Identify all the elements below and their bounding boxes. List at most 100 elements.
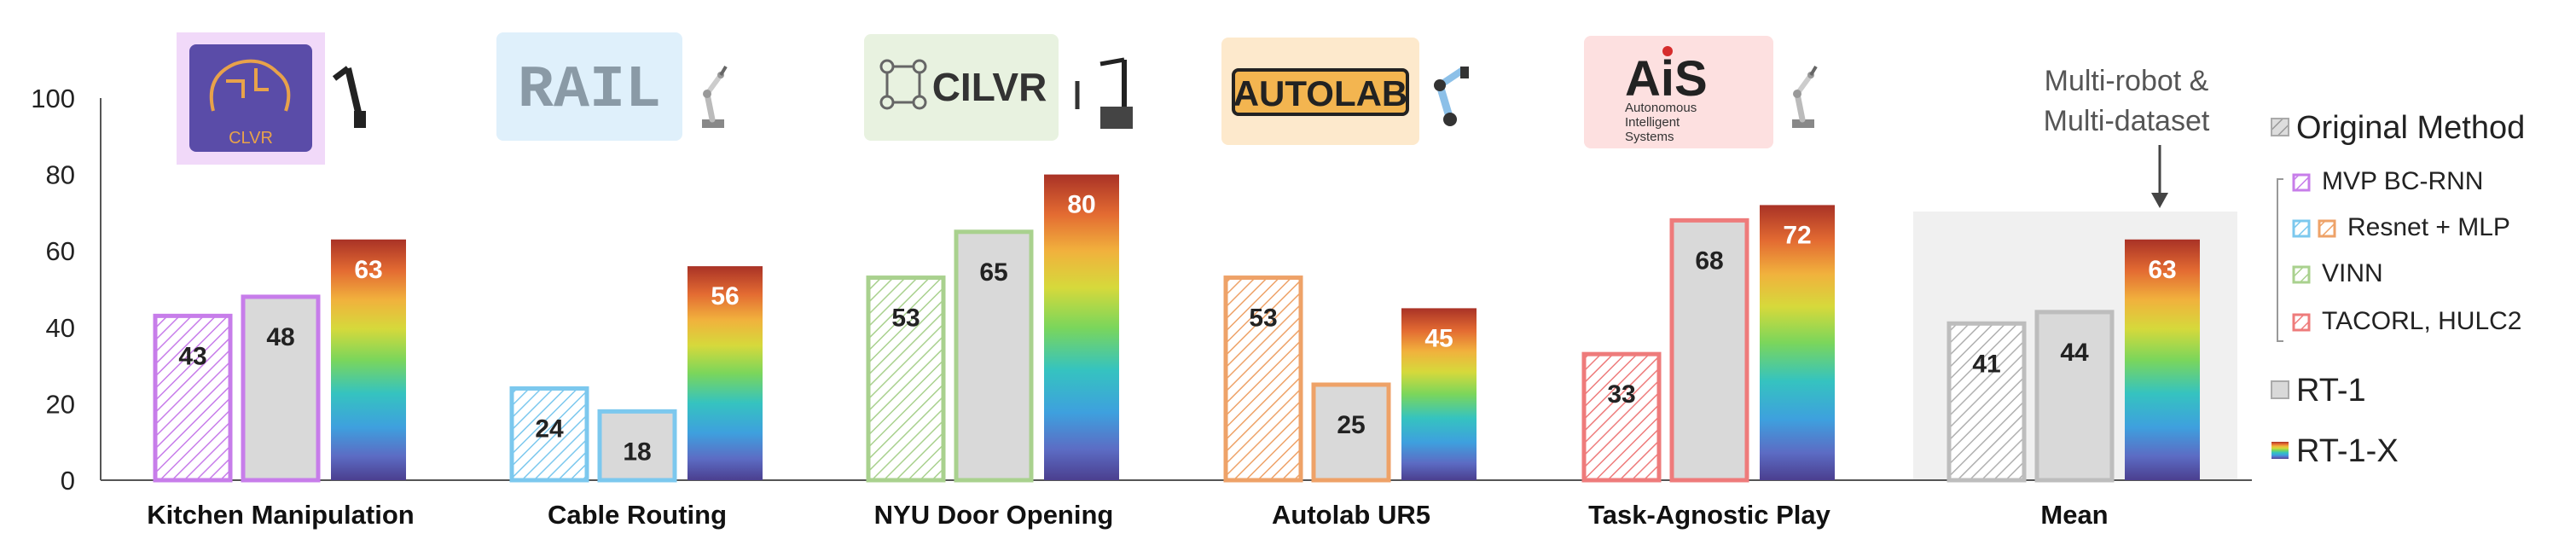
annotation-line-2: Multi-dataset: [2044, 105, 2210, 137]
robot-gripper: [1460, 67, 1469, 78]
robot-link: [704, 90, 716, 123]
logo-ais-text: AiS: [1625, 51, 1708, 107]
legend-label-variant: TACORL, HULC2: [2322, 307, 2522, 335]
bar-rt-1: [241, 294, 321, 483]
bar-rt-1-x: [688, 266, 763, 480]
logo-cilvr-text: CILVR: [932, 65, 1047, 109]
robot-joint: [1443, 113, 1457, 126]
robot-arm-icon: [1792, 65, 1818, 128]
data-label: 45: [1424, 324, 1453, 352]
bar-original-method: [153, 313, 233, 483]
robot-base: [1792, 119, 1814, 128]
data-label: 41: [1972, 350, 2000, 378]
bar-rt-1: [1311, 382, 1391, 483]
robot-joint: [1434, 79, 1446, 91]
data-label: 53: [891, 304, 920, 333]
bar-rt-1: [954, 229, 1034, 483]
y-tick-label: 20: [46, 389, 75, 419]
data-label: 65: [979, 258, 1007, 287]
legend-swatch-variant: [2292, 265, 2311, 284]
bar-rt-1-x: [1760, 205, 1835, 480]
robot-arm-icon: [332, 66, 366, 128]
y-tick-label: 80: [46, 160, 75, 190]
bar-original-method: [866, 275, 946, 483]
data-label: 18: [623, 438, 651, 466]
legend-label-original: Original Method: [2296, 110, 2525, 146]
legend-swatch-variant: [2292, 173, 2311, 192]
data-label: 48: [266, 323, 294, 351]
legend-label-rt-1-x: RT-1-X: [2296, 433, 2399, 469]
legend-swatch-rt-1-x: [2271, 442, 2289, 459]
logo-ais-subtext: Intelligent: [1625, 115, 1680, 130]
bar-rt-1: [2034, 310, 2115, 483]
bar-group: 53 65 80: [866, 174, 1119, 483]
legend-label-variant: MVP BC-RNN: [2322, 167, 2483, 195]
data-label: 33: [1607, 380, 1635, 409]
x-category-label: Cable Routing: [548, 500, 727, 530]
y-tick-label: 0: [61, 466, 75, 496]
logo-clvr-text: CLVR: [229, 129, 273, 148]
bar-original-method: [509, 386, 589, 483]
data-label: 80: [1067, 191, 1095, 219]
x-category-label: Kitchen Manipulation: [147, 500, 414, 530]
network-icon: [879, 59, 927, 110]
x-category-label: Mean: [2040, 500, 2108, 530]
legend-swatch-variant: [2292, 313, 2311, 332]
legend-label-variant: Resnet + MLP: [2347, 213, 2510, 241]
annotation-arrowhead: [2151, 193, 2168, 208]
data-label: 72: [1783, 221, 1811, 249]
logo-rail-background: [496, 32, 682, 141]
ur5-robot-icon: [1434, 67, 1469, 126]
robot-gripper: [719, 65, 728, 77]
brain-icon: [209, 59, 291, 112]
robot-joint: [703, 90, 711, 98]
robot-base: [354, 111, 366, 128]
legend-bracket: [2277, 178, 2283, 342]
robot-gripper: [1809, 65, 1818, 77]
bar-group: 53 25 45: [1223, 275, 1477, 483]
legend-swatch-variant: [2318, 219, 2336, 238]
bar-original-method: [1223, 275, 1303, 483]
data-label: 63: [2148, 256, 2176, 284]
bar-rt-1: [597, 409, 677, 483]
legend-swatch-rt-1: [2271, 380, 2289, 399]
data-label: 43: [178, 342, 206, 370]
robot-link: [1794, 90, 1806, 123]
robot-link: [332, 66, 351, 81]
x-category-label: Task-Agnostic Play: [1588, 500, 1830, 530]
data-label: 56: [711, 282, 739, 310]
logo-ais-background: [1584, 36, 1773, 148]
y-tick-label: 40: [46, 313, 75, 343]
x-category-label: NYU Door Opening: [874, 500, 1114, 530]
mobile-robot-icon: [1075, 57, 1133, 129]
robot-base: [1100, 107, 1133, 129]
annotation-line-1: Multi-robot &: [2045, 65, 2209, 97]
bar-rt-1-x: [2125, 239, 2200, 480]
data-label: 24: [535, 415, 564, 443]
bar-rt-1-x: [1044, 174, 1119, 480]
legend-swatch-variant: [2292, 219, 2311, 238]
bar-original-method: [1581, 351, 1662, 483]
data-label: 53: [1249, 304, 1277, 333]
data-label: 44: [2060, 339, 2089, 367]
robot-base: [702, 119, 724, 128]
logo-ais-subtext: Systems: [1625, 130, 1674, 144]
legend-swatch-original: [2271, 118, 2289, 136]
robot-arm-icon: [702, 65, 728, 128]
logo-autolab-box: [1232, 68, 1409, 116]
logo-rail-text: RAIL: [518, 57, 661, 125]
x-category-label: Autolab UR5: [1272, 500, 1430, 530]
logo-autolab-text: AUTOLAB: [1233, 73, 1408, 113]
bar-rt-1: [1669, 217, 1749, 483]
data-label: 63: [354, 256, 382, 284]
data-label: 25: [1337, 411, 1365, 439]
data-label: 68: [1695, 246, 1723, 275]
bar-group: 24 18 56: [509, 266, 763, 483]
bar-original-method: [1947, 321, 2027, 483]
y-tick-label: 100: [31, 84, 75, 113]
legend-label-variant: VINN: [2322, 259, 2383, 287]
logo-ais-dot: [1662, 46, 1673, 56]
bar-group: 43 48 63: [153, 239, 406, 483]
bar-group: 41 44 63: [1947, 239, 2200, 483]
